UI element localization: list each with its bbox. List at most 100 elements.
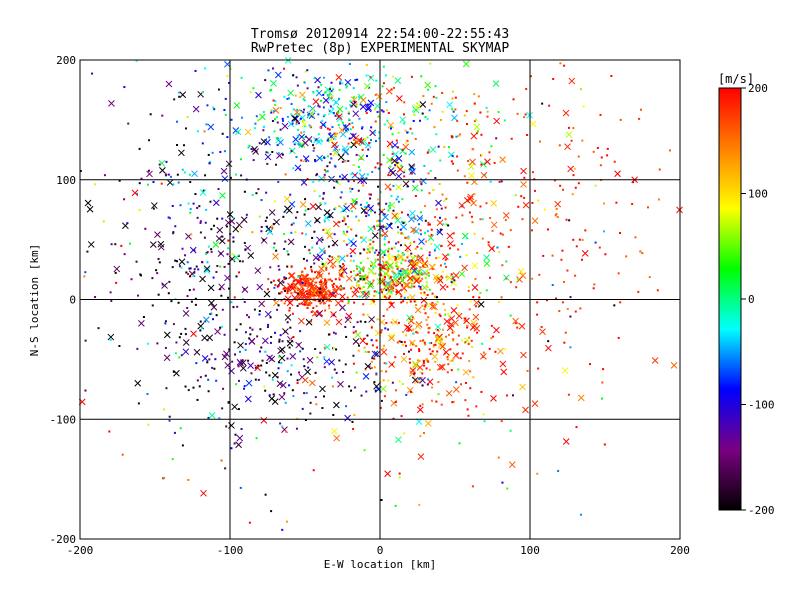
data-point xyxy=(273,130,276,133)
data-point xyxy=(547,228,550,231)
data-point xyxy=(420,273,423,276)
data-point xyxy=(520,195,523,198)
data-point-cross xyxy=(326,232,334,240)
data-point xyxy=(559,62,562,65)
data-point xyxy=(94,183,97,186)
data-point xyxy=(404,259,407,262)
data-point xyxy=(352,259,355,262)
data-point xyxy=(376,224,379,227)
data-point xyxy=(282,215,285,218)
data-point xyxy=(466,408,469,411)
data-point-cross xyxy=(388,201,396,209)
data-point xyxy=(299,330,302,333)
data-point xyxy=(250,148,253,151)
data-point xyxy=(305,303,308,306)
data-point xyxy=(634,236,637,239)
data-point xyxy=(304,233,307,236)
data-point xyxy=(328,128,331,131)
data-point xyxy=(425,358,428,361)
data-point xyxy=(467,343,470,346)
data-point-cross xyxy=(235,441,242,449)
data-point xyxy=(389,127,392,130)
data-point xyxy=(423,231,426,234)
data-point-cross xyxy=(161,282,168,289)
grid-lines xyxy=(80,60,680,539)
data-point-cross xyxy=(338,266,346,273)
data-point xyxy=(289,193,292,196)
data-point xyxy=(402,253,405,256)
data-point-cross xyxy=(337,380,344,388)
data-point-cross xyxy=(84,199,92,207)
data-point xyxy=(207,390,210,393)
data-point xyxy=(471,221,474,224)
data-point xyxy=(338,359,341,362)
data-point-cross xyxy=(369,129,376,137)
data-point xyxy=(151,277,154,280)
data-point xyxy=(428,326,431,329)
data-point-cross xyxy=(268,209,276,216)
data-point xyxy=(417,273,420,276)
data-point-cross xyxy=(182,339,190,346)
data-point xyxy=(429,62,432,65)
data-point xyxy=(472,376,475,379)
data-point-cross xyxy=(391,212,399,220)
data-point xyxy=(572,174,575,177)
data-point xyxy=(380,331,383,334)
data-point xyxy=(441,270,444,273)
data-point xyxy=(559,184,562,187)
data-point xyxy=(359,277,362,280)
data-point xyxy=(219,265,222,268)
data-point xyxy=(523,176,526,179)
data-point xyxy=(224,467,227,470)
data-point xyxy=(300,302,303,305)
data-point xyxy=(602,230,605,233)
data-point xyxy=(431,292,434,295)
data-point xyxy=(373,294,376,297)
data-point xyxy=(390,158,393,161)
data-point xyxy=(350,255,353,258)
data-point xyxy=(381,291,384,294)
data-point xyxy=(341,160,344,163)
data-point-cross xyxy=(350,132,357,140)
data-point xyxy=(545,299,548,302)
data-point xyxy=(346,215,349,218)
data-point xyxy=(295,76,298,79)
data-point xyxy=(297,294,300,297)
data-point xyxy=(426,293,429,296)
data-point xyxy=(365,390,368,393)
data-point xyxy=(433,344,436,347)
data-point xyxy=(488,347,491,350)
data-point-cross xyxy=(332,149,340,157)
data-point xyxy=(358,270,361,273)
data-point xyxy=(297,297,300,300)
data-point xyxy=(388,253,391,256)
data-point xyxy=(420,75,423,78)
data-point xyxy=(232,240,235,243)
data-point xyxy=(237,254,240,257)
data-point xyxy=(315,290,318,293)
data-point xyxy=(292,74,295,77)
data-point xyxy=(359,169,362,172)
data-point xyxy=(244,331,247,334)
data-point xyxy=(426,118,429,121)
data-point xyxy=(423,272,426,275)
data-point xyxy=(349,104,352,107)
data-point xyxy=(497,456,500,459)
data-point xyxy=(490,337,493,340)
data-point xyxy=(357,96,360,99)
data-point xyxy=(406,250,409,253)
data-point xyxy=(338,278,341,281)
data-point-cross xyxy=(405,324,413,332)
data-point xyxy=(309,139,312,142)
data-point xyxy=(309,287,312,290)
data-point xyxy=(407,329,410,332)
data-point xyxy=(506,394,509,397)
data-point xyxy=(230,447,233,450)
data-point-cross xyxy=(500,368,508,376)
data-point xyxy=(343,125,346,128)
data-point-cross xyxy=(308,110,315,118)
data-point xyxy=(307,293,310,296)
data-point xyxy=(554,214,557,217)
data-point xyxy=(216,217,219,220)
data-point xyxy=(314,158,317,161)
